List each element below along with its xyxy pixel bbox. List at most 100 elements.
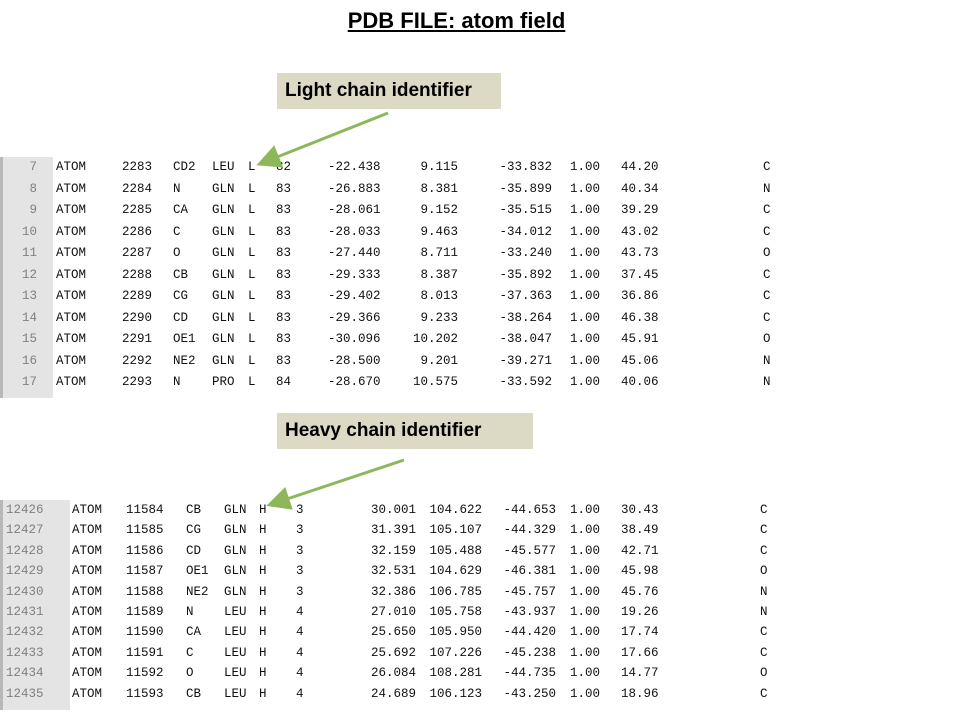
field-y: 105.950 [429,625,482,640]
field-el: O [760,564,768,579]
field-el: C [760,523,768,538]
field-seq: 3 [296,543,304,558]
field-x: 27.010 [370,605,416,619]
field-res: GLN [224,584,247,599]
atom-record-row: 13 ATOM 2289 CG GLN L 83 -29.402 8.013 -37.363 1.0… [0,286,800,307]
field-rec: ATOM [56,310,87,325]
field-z: -45.238 [503,645,556,660]
field-res: LEU [224,686,247,701]
field-atm: CA [186,625,202,640]
field-z: -39.271 [499,353,552,368]
field-occ: 1.00 [570,332,601,346]
line-number: 8 [29,181,37,196]
field-b: 39.29 [621,203,659,217]
field-y: 9.152 [420,203,458,217]
field-rec: ATOM [72,686,103,701]
field-seq: 83 [276,332,292,346]
line-number: 14 [21,310,37,325]
field-z: -35.892 [499,267,552,282]
field-x: -29.402 [328,289,381,303]
field-y: 8.387 [420,267,458,282]
atom-record-row: 12433 ATOM 11591 C LEU H 4 25.692 107.226 -45.238… [0,643,800,663]
field-ser: 11584 [126,503,164,517]
field-rec: ATOM [72,645,103,660]
field-res: GLN [212,310,235,325]
field-atm: CA [173,203,189,217]
field-ser: 11593 [126,686,164,701]
field-res: LEU [212,160,235,174]
field-atm: CB [186,686,202,701]
field-z: -38.047 [499,332,552,346]
field-ser: 11592 [126,666,164,681]
field-rec: ATOM [72,666,103,681]
field-ch: H [259,666,267,681]
field-x: -29.366 [328,310,381,325]
atom-record-row: 12435 ATOM 11593 CB LEU H 4 24.689 106.123 -43.25… [0,684,800,704]
field-atm: CG [186,523,202,538]
field-z: -34.012 [499,224,552,239]
field-x: -27.440 [328,246,381,260]
field-z: -35.515 [499,203,552,217]
field-ser: 2289 [122,289,153,303]
line-number: 12 [21,267,37,282]
field-atm: O [173,246,181,260]
field-b: 40.06 [621,375,659,389]
atom-record-row: 12428 ATOM 11586 CD GLN H 3 32.159 105.488 -45.57… [0,541,800,561]
field-el: N [760,605,768,619]
field-seq: 83 [276,353,292,368]
field-y: 9.115 [420,160,458,174]
field-ser: 2287 [122,246,153,260]
field-occ: 1.00 [570,686,601,701]
atom-record-row: 9 ATOM 2285 CA GLN L 83 -28.061 9.152 -35.515 1.00… [0,200,800,221]
field-rec: ATOM [56,203,87,217]
field-ch: L [248,353,256,368]
field-b: 43.02 [621,224,659,239]
field-ser: 11587 [126,564,164,579]
field-seq: 4 [296,625,304,640]
field-z: -44.420 [503,625,556,640]
field-ser: 2285 [122,203,153,217]
field-seq: 82 [276,160,292,174]
field-y: 8.381 [420,181,458,196]
field-atm: O [186,666,194,681]
line-number: 10 [21,224,37,239]
field-b: 17.66 [621,645,659,660]
field-occ: 1.00 [570,224,601,239]
field-res: PRO [212,375,235,389]
field-res: GLN [224,503,247,517]
field-seq: 83 [276,203,292,217]
field-occ: 1.00 [570,625,601,640]
field-b: 18.96 [621,686,659,701]
field-ser: 11590 [126,625,164,640]
field-occ: 1.00 [570,203,601,217]
field-el: N [760,584,768,599]
field-y: 106.123 [429,686,482,701]
field-seq: 83 [276,267,292,282]
field-b: 14.77 [621,666,659,681]
field-rec: ATOM [56,267,87,282]
field-seq: 3 [296,564,304,579]
field-atm: N [173,181,181,196]
field-occ: 1.00 [570,645,601,660]
field-el: C [760,503,768,517]
field-seq: 4 [296,645,304,660]
atom-record-row: 12432 ATOM 11590 CA LEU H 4 25.650 105.950 -44.42… [0,622,800,642]
atom-record-row: 12426 ATOM 11584 CB GLN H 3 30.001 104.622 -44.65… [0,500,800,520]
field-z: -45.577 [503,543,556,558]
line-number: 12428 [6,543,44,558]
field-atm: N [173,375,181,389]
field-x: -28.033 [328,224,381,239]
field-y: 104.622 [429,503,482,517]
field-el: C [763,224,771,239]
atom-record-row: 14 ATOM 2290 CD GLN L 83 -29.366 9.233 -38.264 1.0… [0,308,800,329]
field-atm: C [186,645,194,660]
field-occ: 1.00 [570,564,601,579]
field-res: LEU [224,666,247,681]
field-ch: H [259,543,267,558]
field-ch: L [248,246,256,260]
field-b: 45.98 [621,564,659,579]
line-number: 12430 [6,584,44,599]
field-occ: 1.00 [570,605,601,619]
field-seq: 83 [276,289,292,303]
field-rec: ATOM [72,523,103,538]
